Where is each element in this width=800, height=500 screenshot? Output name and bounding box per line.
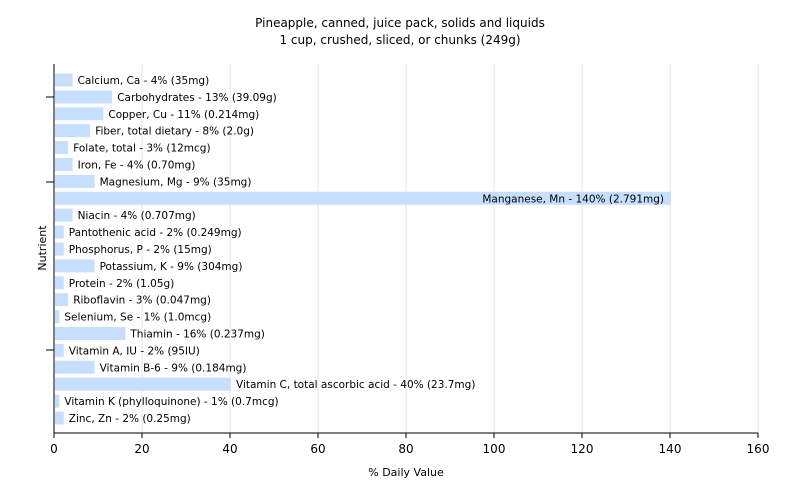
bar-label: Iron, Fe - 4% (0.70mg) xyxy=(78,160,196,172)
bar xyxy=(55,124,91,138)
x-tick-label: 60 xyxy=(310,442,325,456)
bar xyxy=(55,411,64,425)
bar xyxy=(55,276,64,290)
bar xyxy=(55,259,95,273)
x-tick-label: 0 xyxy=(50,442,58,456)
x-tick-label: 120 xyxy=(571,442,594,456)
bar xyxy=(55,293,69,307)
x-tick-label: 20 xyxy=(134,442,149,456)
bar xyxy=(55,191,671,205)
bar-label: Selenium, Se - 1% (1.0mcg) xyxy=(64,312,211,324)
bar-label: Manganese, Mn - 140% (2.791mg) xyxy=(482,193,664,205)
bar xyxy=(55,208,73,222)
bar xyxy=(55,158,73,171)
bar-label: Copper, Cu - 11% (0.214mg) xyxy=(108,109,259,121)
bar-label: Pantothenic acid - 2% (0.249mg) xyxy=(69,227,242,239)
bar-label: Thiamin - 16% (0.237mg) xyxy=(129,329,265,341)
chart-title: Pineapple, canned, juice pack, solids an… xyxy=(255,16,545,30)
x-tick-label: 160 xyxy=(747,442,770,456)
gridlines xyxy=(141,64,759,433)
axes: 0 20 40 60 80 100 120 140 160 xyxy=(46,64,769,456)
bar-label: Niacin - 4% (0.707mg) xyxy=(78,210,196,222)
bar xyxy=(55,73,73,87)
bar xyxy=(55,225,64,239)
bar-label: Folate, total - 3% (12mcg) xyxy=(73,143,210,155)
bar xyxy=(55,377,231,391)
x-tick-label: 40 xyxy=(222,442,237,456)
bars: Calcium, Ca - 4% (35mg) Carbohydrates - 1… xyxy=(55,73,671,425)
bar-label: Potassium, K - 9% (304mg) xyxy=(100,261,243,273)
bar xyxy=(55,394,60,408)
bar xyxy=(55,327,126,340)
bar-label: Vitamin A, IU - 2% (95IU) xyxy=(69,345,200,357)
x-tick-label: 100 xyxy=(483,442,506,456)
bar-label: Vitamin B-6 - 9% (0.184mg) xyxy=(100,362,247,374)
bar-label: Riboflavin - 3% (0.047mg) xyxy=(73,295,211,307)
bar-label: Calcium, Ca - 4% (35mg) xyxy=(78,75,210,87)
bar-label: Phosphorus, P - 2% (15mg) xyxy=(69,244,212,256)
bar xyxy=(55,174,95,188)
y-axis-title: Nutrient xyxy=(36,225,49,271)
bar-label: Zinc, Zn - 2% (0.25mg) xyxy=(69,413,191,425)
bar-label: Fiber, total dietary - 8% (2.0g) xyxy=(95,126,254,138)
bar-label: Magnesium, Mg - 9% (35mg) xyxy=(100,176,252,188)
bar xyxy=(55,343,64,357)
bar-label: Vitamin K (phylloquinone) - 1% (0.7mcg) xyxy=(64,396,278,408)
x-tick-label: 80 xyxy=(398,442,413,456)
bar-label: Vitamin C, total ascorbic acid - 40% (23… xyxy=(236,379,475,391)
chart-subtitle: 1 cup, crushed, sliced, or chunks (249g) xyxy=(279,33,520,47)
bar xyxy=(55,360,95,374)
bar-label: Protein - 2% (1.05g) xyxy=(69,278,175,290)
bar xyxy=(55,90,113,104)
bar xyxy=(55,310,60,324)
bar xyxy=(55,242,64,256)
bar xyxy=(55,107,104,121)
x-axis-title: % Daily Value xyxy=(368,466,444,479)
x-tick-label: 140 xyxy=(659,442,682,456)
bar-label: Carbohydrates - 13% (39.09g) xyxy=(117,92,277,104)
bar xyxy=(55,141,69,155)
